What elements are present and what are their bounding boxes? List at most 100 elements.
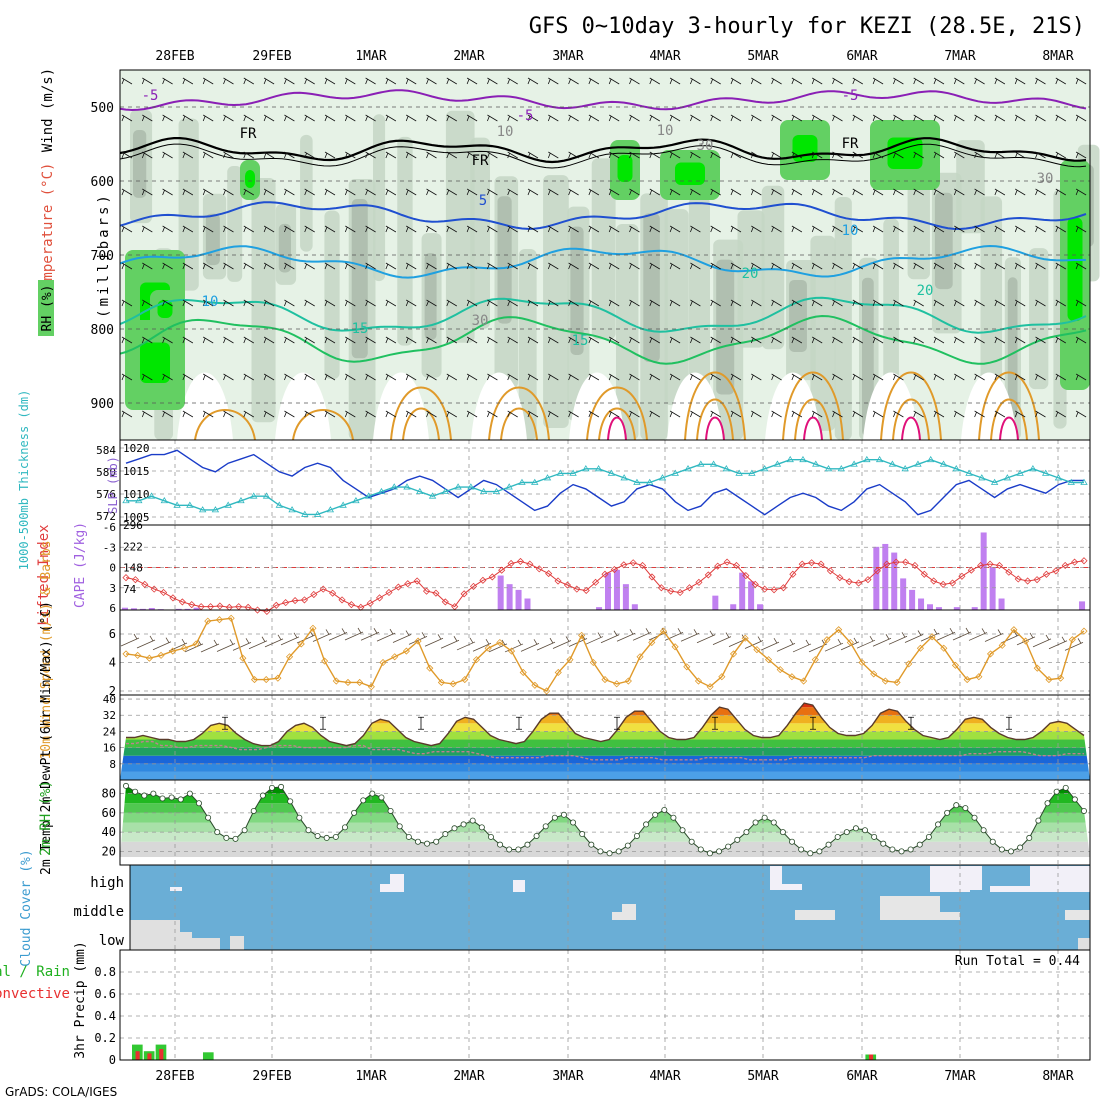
rh-ylabel: 2m RH (%) bbox=[38, 780, 54, 856]
rh-marker bbox=[643, 821, 650, 828]
freezing-level-contour bbox=[119, 143, 1087, 169]
wind-barb bbox=[730, 225, 742, 233]
wind-speed-marker bbox=[800, 677, 808, 685]
rh-marker bbox=[944, 809, 951, 816]
wind-barb bbox=[893, 336, 904, 344]
wind-speed-marker bbox=[636, 653, 644, 661]
wind-barb bbox=[243, 114, 255, 122]
upper-tick-label: 800 bbox=[91, 323, 114, 338]
wind-barb bbox=[710, 225, 721, 233]
li-marker bbox=[1061, 561, 1069, 570]
wind-barb bbox=[202, 299, 214, 307]
wind-speed-marker bbox=[648, 638, 656, 647]
wind-barb bbox=[1014, 262, 1026, 270]
rh-marker bbox=[360, 797, 367, 804]
wind-barb bbox=[690, 225, 701, 233]
wind-barb bbox=[872, 225, 884, 233]
wind-speed-marker bbox=[940, 644, 948, 652]
cape-bar bbox=[927, 604, 933, 610]
wind-barb bbox=[385, 151, 397, 159]
rh-marker bbox=[971, 814, 978, 821]
slp-ylabel-thickness: 1000-500mb Thickness (dm) bbox=[17, 390, 31, 571]
wind-barb bbox=[547, 188, 559, 196]
li-marker bbox=[1033, 576, 1041, 584]
wind-barb bbox=[223, 114, 234, 122]
li-marker bbox=[122, 574, 130, 582]
temp-minmax-bar bbox=[614, 716, 620, 730]
temp-contour-30-loop bbox=[696, 398, 734, 441]
thickness-marker bbox=[735, 469, 743, 476]
wind-barb bbox=[588, 373, 600, 381]
wind-speed-marker bbox=[169, 647, 177, 655]
wind-barb bbox=[649, 299, 661, 307]
li-marker bbox=[141, 580, 149, 588]
wind-barb bbox=[405, 262, 417, 270]
wind-barb bbox=[162, 410, 173, 418]
rh-shade-patch bbox=[470, 137, 491, 329]
date-label-top: 7MAR bbox=[944, 49, 975, 64]
contour-label: 5 bbox=[479, 193, 487, 209]
temp-minmax-bar bbox=[712, 716, 718, 730]
wind-barb bbox=[568, 373, 579, 381]
wind-barb bbox=[568, 410, 579, 418]
wind-barb bbox=[487, 188, 498, 196]
wind-speed-marker bbox=[881, 677, 889, 685]
temp-color-band bbox=[120, 763, 1090, 772]
rh-dry-pocket bbox=[177, 372, 233, 440]
wind-speed-marker bbox=[356, 678, 364, 687]
rh-marker bbox=[341, 824, 348, 831]
wind-barb bbox=[750, 151, 762, 159]
li-marker bbox=[901, 558, 910, 566]
dewpoint-line bbox=[126, 740, 1084, 761]
wind-barb bbox=[507, 114, 518, 122]
upper-tick-label: 900 bbox=[91, 397, 114, 412]
rh-marker bbox=[1017, 844, 1024, 851]
rh-marker bbox=[1053, 788, 1060, 795]
rh-marker bbox=[998, 846, 1005, 853]
wind-barb bbox=[974, 336, 985, 344]
temp-minmax-bar bbox=[320, 716, 326, 730]
wind-barb bbox=[304, 188, 315, 196]
li-marker bbox=[667, 587, 675, 595]
wind-barb bbox=[141, 299, 153, 307]
wind-barb bbox=[791, 262, 803, 270]
temp-contour-minus5 bbox=[119, 89, 1087, 112]
surface-wind-barb bbox=[280, 632, 300, 646]
thickness-marker bbox=[748, 469, 756, 476]
li-marker bbox=[592, 578, 600, 586]
wind-speed-marker bbox=[134, 651, 142, 659]
cape-bar bbox=[175, 608, 182, 610]
wind-barb bbox=[1075, 373, 1087, 381]
cape-bar bbox=[515, 589, 522, 610]
rh-marker bbox=[843, 829, 850, 836]
rh-marker bbox=[789, 838, 796, 845]
li-marker bbox=[563, 581, 571, 589]
li-marker bbox=[958, 572, 966, 580]
wind-barb bbox=[791, 77, 803, 85]
wind-speed-marker bbox=[858, 658, 866, 667]
cloud-high-patch bbox=[930, 866, 970, 892]
li-marker bbox=[1005, 568, 1013, 576]
cloud-low-patch bbox=[1078, 938, 1090, 950]
wind-barb bbox=[426, 188, 437, 196]
wind-barb bbox=[893, 299, 904, 307]
rh-marker bbox=[1071, 796, 1078, 803]
wind-barb bbox=[791, 336, 803, 344]
wind-barb bbox=[121, 262, 133, 270]
li-marker bbox=[1080, 557, 1088, 565]
temp-contour-10 bbox=[119, 244, 1087, 279]
date-label-bottom: 7MAR bbox=[944, 1069, 975, 1084]
wind-speed-marker bbox=[239, 654, 247, 662]
surface-wind-barb bbox=[216, 639, 236, 652]
thickness-marker bbox=[1080, 478, 1088, 485]
wind-barb bbox=[141, 262, 153, 270]
wind-barb bbox=[1055, 410, 1067, 418]
wind-barb bbox=[1014, 336, 1026, 344]
thickness-marker bbox=[1016, 469, 1024, 476]
wind-barb bbox=[730, 336, 742, 344]
wind-barb bbox=[426, 336, 437, 344]
rh-legend-swatch bbox=[38, 280, 54, 336]
contour-label: 20 bbox=[742, 266, 759, 282]
thickness-marker bbox=[1029, 465, 1037, 472]
rh-humid-core bbox=[617, 155, 633, 182]
